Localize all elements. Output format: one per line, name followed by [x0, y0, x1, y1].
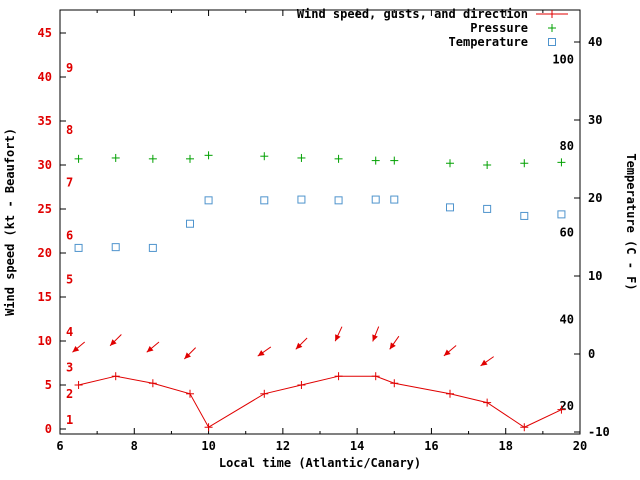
chart-generated-layer: 6 8 10 12 14 16 18 2005101520253035404512345678… — [38, 9, 610, 453]
beaufort-label: 1 — [66, 413, 73, 427]
wind-direction-arrow-head — [480, 359, 488, 366]
wind-direction-arrow-head — [72, 345, 80, 353]
y-left-tick-label: 40 — [38, 70, 52, 84]
y-left-tick-label: 20 — [38, 246, 52, 260]
legend-wind-label: Wind speed, gusts, and direction — [297, 7, 528, 21]
beaufort-label: 6 — [66, 228, 73, 242]
beaufort-label: 8 — [66, 123, 73, 137]
legend-pressure-label: Pressure — [470, 21, 528, 35]
legend-temperature-square — [548, 38, 556, 46]
legend-temperature-label: Temperature — [449, 35, 528, 49]
temperature-point — [446, 203, 454, 212]
temperature-point — [334, 196, 343, 205]
y-right-tick-label: 10 — [588, 269, 602, 283]
y-right-tick-label: 30 — [588, 113, 602, 127]
x-axis-title: Local time (Atlantic/Canary) — [219, 456, 421, 470]
y-right-tick-label: -10 — [588, 425, 610, 439]
y-right-tick-label: 20 — [588, 191, 602, 205]
y-left-tick-label: 45 — [38, 26, 52, 40]
wind-direction-arrow-head — [372, 334, 378, 342]
wind-direction-arrow-head — [110, 339, 117, 346]
temperature-point — [148, 243, 157, 252]
wind-direction-arrow-head — [257, 350, 265, 357]
temperature-point — [297, 195, 306, 204]
beaufort-label: 2 — [66, 387, 73, 401]
fahrenheit-label: 60 — [560, 226, 574, 240]
temperature-point — [260, 196, 269, 205]
y-left-tick-label: 0 — [45, 422, 52, 436]
temperature-point — [186, 219, 194, 228]
y-left-tick-label: 25 — [38, 202, 52, 216]
wind-direction-arrow-head — [335, 334, 341, 342]
temperature-point — [520, 211, 529, 220]
y-right-tick-label: 40 — [588, 35, 602, 49]
wind-speed-line — [78, 375, 562, 428]
legend: Wind speed, gusts, and direction Pressur… — [297, 7, 568, 49]
fahrenheit-label: 80 — [560, 139, 574, 153]
fahrenheit-label: 100 — [552, 52, 574, 66]
x-tick-label: 12 — [276, 439, 290, 453]
y-right-tick-label: 0 — [588, 347, 595, 361]
temperature-point — [74, 243, 83, 252]
fahrenheit-label: 40 — [560, 312, 574, 326]
beaufort-label: 5 — [66, 272, 73, 286]
y-left-tick-label: 5 — [45, 378, 52, 392]
temperature-point — [390, 195, 399, 204]
wind-direction-arrow-head — [295, 342, 303, 350]
y-left-axis-title: Wind speed (kt - Beaufort) — [3, 128, 17, 316]
beaufort-label: 9 — [66, 61, 73, 75]
temperature-point — [111, 243, 120, 252]
x-tick-label: 10 — [201, 439, 215, 453]
y-left-tick-label: 30 — [38, 158, 52, 172]
x-tick-label: 18 — [498, 439, 512, 453]
temperature-point — [483, 204, 492, 213]
beaufort-label: 3 — [66, 360, 73, 374]
y-right-axis-title: Temperature (C - F) — [624, 153, 638, 290]
temperature-point — [557, 210, 566, 219]
y-left-tick-label: 15 — [38, 290, 52, 304]
wind-direction-arrow-head — [389, 342, 396, 350]
x-tick-label: 20 — [573, 439, 587, 453]
y-left-tick-label: 35 — [38, 114, 52, 128]
plot-border — [59, 9, 581, 435]
temperature-point — [371, 195, 380, 204]
y-left-tick-label: 10 — [38, 334, 52, 348]
beaufort-label: 4 — [66, 325, 73, 339]
x-tick-label: 16 — [424, 439, 438, 453]
x-tick-label: 6 — [56, 439, 63, 453]
wind-direction-arrow-head — [184, 352, 191, 359]
x-tick-label: 8 — [131, 439, 138, 453]
wind-direction-arrow-head — [146, 345, 154, 353]
beaufort-label: 7 — [66, 176, 73, 190]
legend-markers — [536, 10, 568, 46]
x-tick-label: 14 — [350, 439, 364, 453]
wind-direction-arrow-head — [443, 349, 451, 356]
temperature-point — [204, 196, 213, 205]
